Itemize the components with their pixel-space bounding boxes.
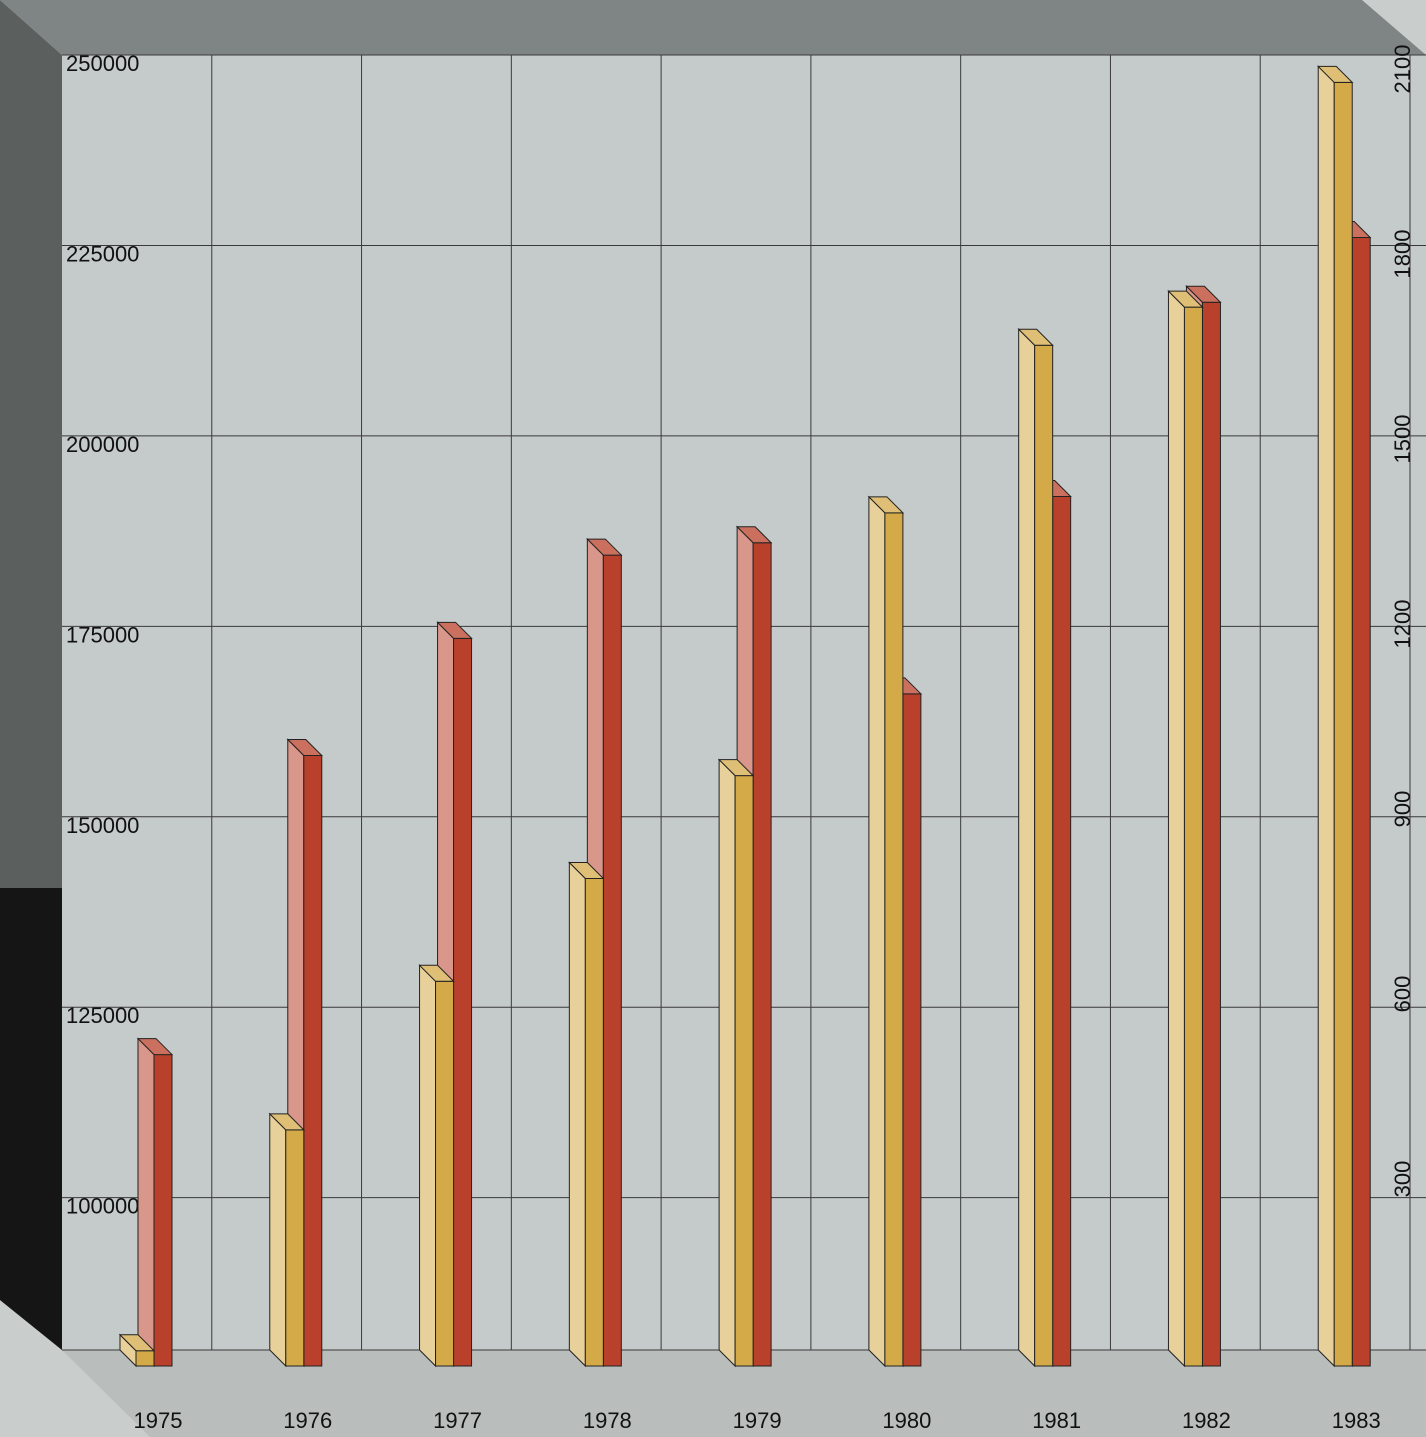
- bar-left-series: [418, 964, 455, 1368]
- bar-left-series: [717, 758, 755, 1368]
- x-tick-label: 1976: [283, 1408, 332, 1433]
- x-tick-label: 1979: [733, 1408, 782, 1433]
- bars: [118, 65, 1372, 1368]
- x-axis-ticks: 1975 1976 1977 1978 1979 1980 1981 1982 1983: [134, 1408, 1381, 1433]
- x-tick-label: 1982: [1182, 1408, 1231, 1433]
- y-right-tick-label: 900: [1390, 791, 1415, 828]
- bar-left-series: [1167, 289, 1204, 1368]
- lower-left-band: [0, 888, 62, 1350]
- y-left-tick-label: 125000: [66, 1003, 139, 1028]
- bar-left-series: [867, 495, 905, 1368]
- right-axis-ticks: 300 600 900 1200 1500 1800 2100: [1390, 45, 1415, 1198]
- x-tick-label: 1977: [433, 1408, 482, 1433]
- y-right-tick-label: 1500: [1390, 415, 1415, 464]
- bar-left-series: [1017, 328, 1054, 1368]
- x-tick-label: 1980: [882, 1408, 931, 1433]
- x-tick-label: 1981: [1032, 1408, 1081, 1433]
- y-right-tick-label: 2100: [1390, 45, 1415, 94]
- y-left-tick-label: 150000: [66, 813, 139, 838]
- y-right-tick-label: 1200: [1390, 600, 1415, 649]
- bar-left-series: [118, 1333, 156, 1368]
- y-left-tick-label: 175000: [66, 622, 139, 647]
- bar-left-series: [1317, 65, 1354, 1368]
- y-left-tick-label: 200000: [66, 432, 139, 457]
- bar-right-series: [136, 1037, 174, 1368]
- left-axis-ticks: 100000 125000 150000 175000 200000 225000 2500…: [66, 51, 139, 1219]
- bar-left-series: [268, 1112, 305, 1368]
- y-left-tick-label: 225000: [66, 241, 139, 266]
- y-left-tick-label: 100000: [66, 1194, 139, 1219]
- y-right-tick-label: 1800: [1390, 230, 1415, 279]
- floor: [62, 1350, 1426, 1437]
- x-tick-label: 1978: [583, 1408, 632, 1433]
- bar-left-series: [568, 861, 605, 1368]
- y-left-tick-label: 250000: [66, 51, 139, 76]
- top-wall: [0, 0, 1426, 55]
- grid: [62, 54, 1426, 1351]
- x-tick-label: 1983: [1332, 1408, 1381, 1433]
- y-right-tick-label: 300: [1390, 1161, 1415, 1198]
- x-tick-label: 1975: [134, 1408, 183, 1433]
- y-right-tick-label: 600: [1390, 976, 1415, 1013]
